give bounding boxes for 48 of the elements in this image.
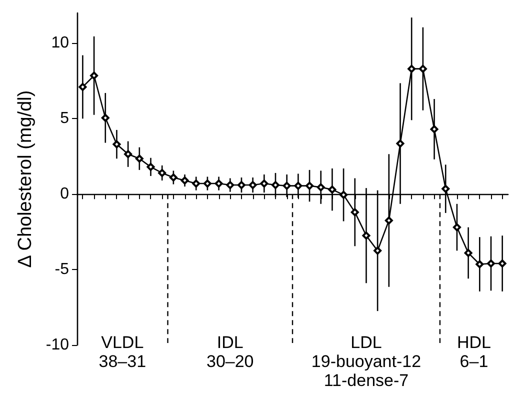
point	[328, 186, 336, 194]
point	[362, 232, 370, 240]
point	[340, 190, 348, 199]
point	[418, 64, 427, 73]
annotation: VLDL 38–31	[98, 333, 146, 371]
point	[237, 181, 246, 190]
annotation: IDL 30–20	[206, 333, 254, 371]
point	[396, 140, 404, 148]
y-tick-label: 0	[60, 186, 70, 203]
point	[101, 114, 110, 122]
point	[464, 248, 472, 257]
point	[214, 180, 223, 188]
point	[158, 168, 166, 177]
y-axis-title: Δ Cholesterol (mg/dl)	[15, 90, 36, 268]
point	[248, 181, 257, 190]
point	[306, 182, 314, 190]
point	[135, 154, 144, 163]
point	[260, 180, 268, 188]
point	[272, 181, 280, 190]
point	[294, 182, 302, 190]
point	[316, 183, 325, 192]
y-tick-label: -5	[54, 261, 70, 278]
point	[476, 260, 484, 268]
point	[112, 140, 121, 148]
point	[374, 246, 382, 255]
point	[498, 260, 506, 268]
point	[78, 82, 87, 91]
point	[192, 180, 200, 188]
y-tick-label: 10	[51, 34, 70, 52]
y-tick-label: -10	[46, 336, 70, 354]
point	[124, 150, 132, 158]
annotation: LDL 19-buoyant-12 11-dense-7	[311, 333, 422, 390]
point	[169, 173, 178, 182]
point	[442, 184, 450, 193]
point	[203, 180, 212, 188]
point	[226, 181, 234, 190]
point	[90, 72, 98, 80]
point	[452, 223, 461, 232]
point	[180, 176, 189, 185]
point	[350, 208, 359, 216]
y-tick-label: 5	[60, 110, 70, 128]
point	[430, 125, 438, 134]
point	[408, 64, 416, 73]
point	[486, 260, 495, 268]
point	[282, 182, 291, 190]
point	[146, 162, 155, 171]
point	[384, 216, 393, 224]
annotation: HDL 6–1	[456, 333, 491, 371]
